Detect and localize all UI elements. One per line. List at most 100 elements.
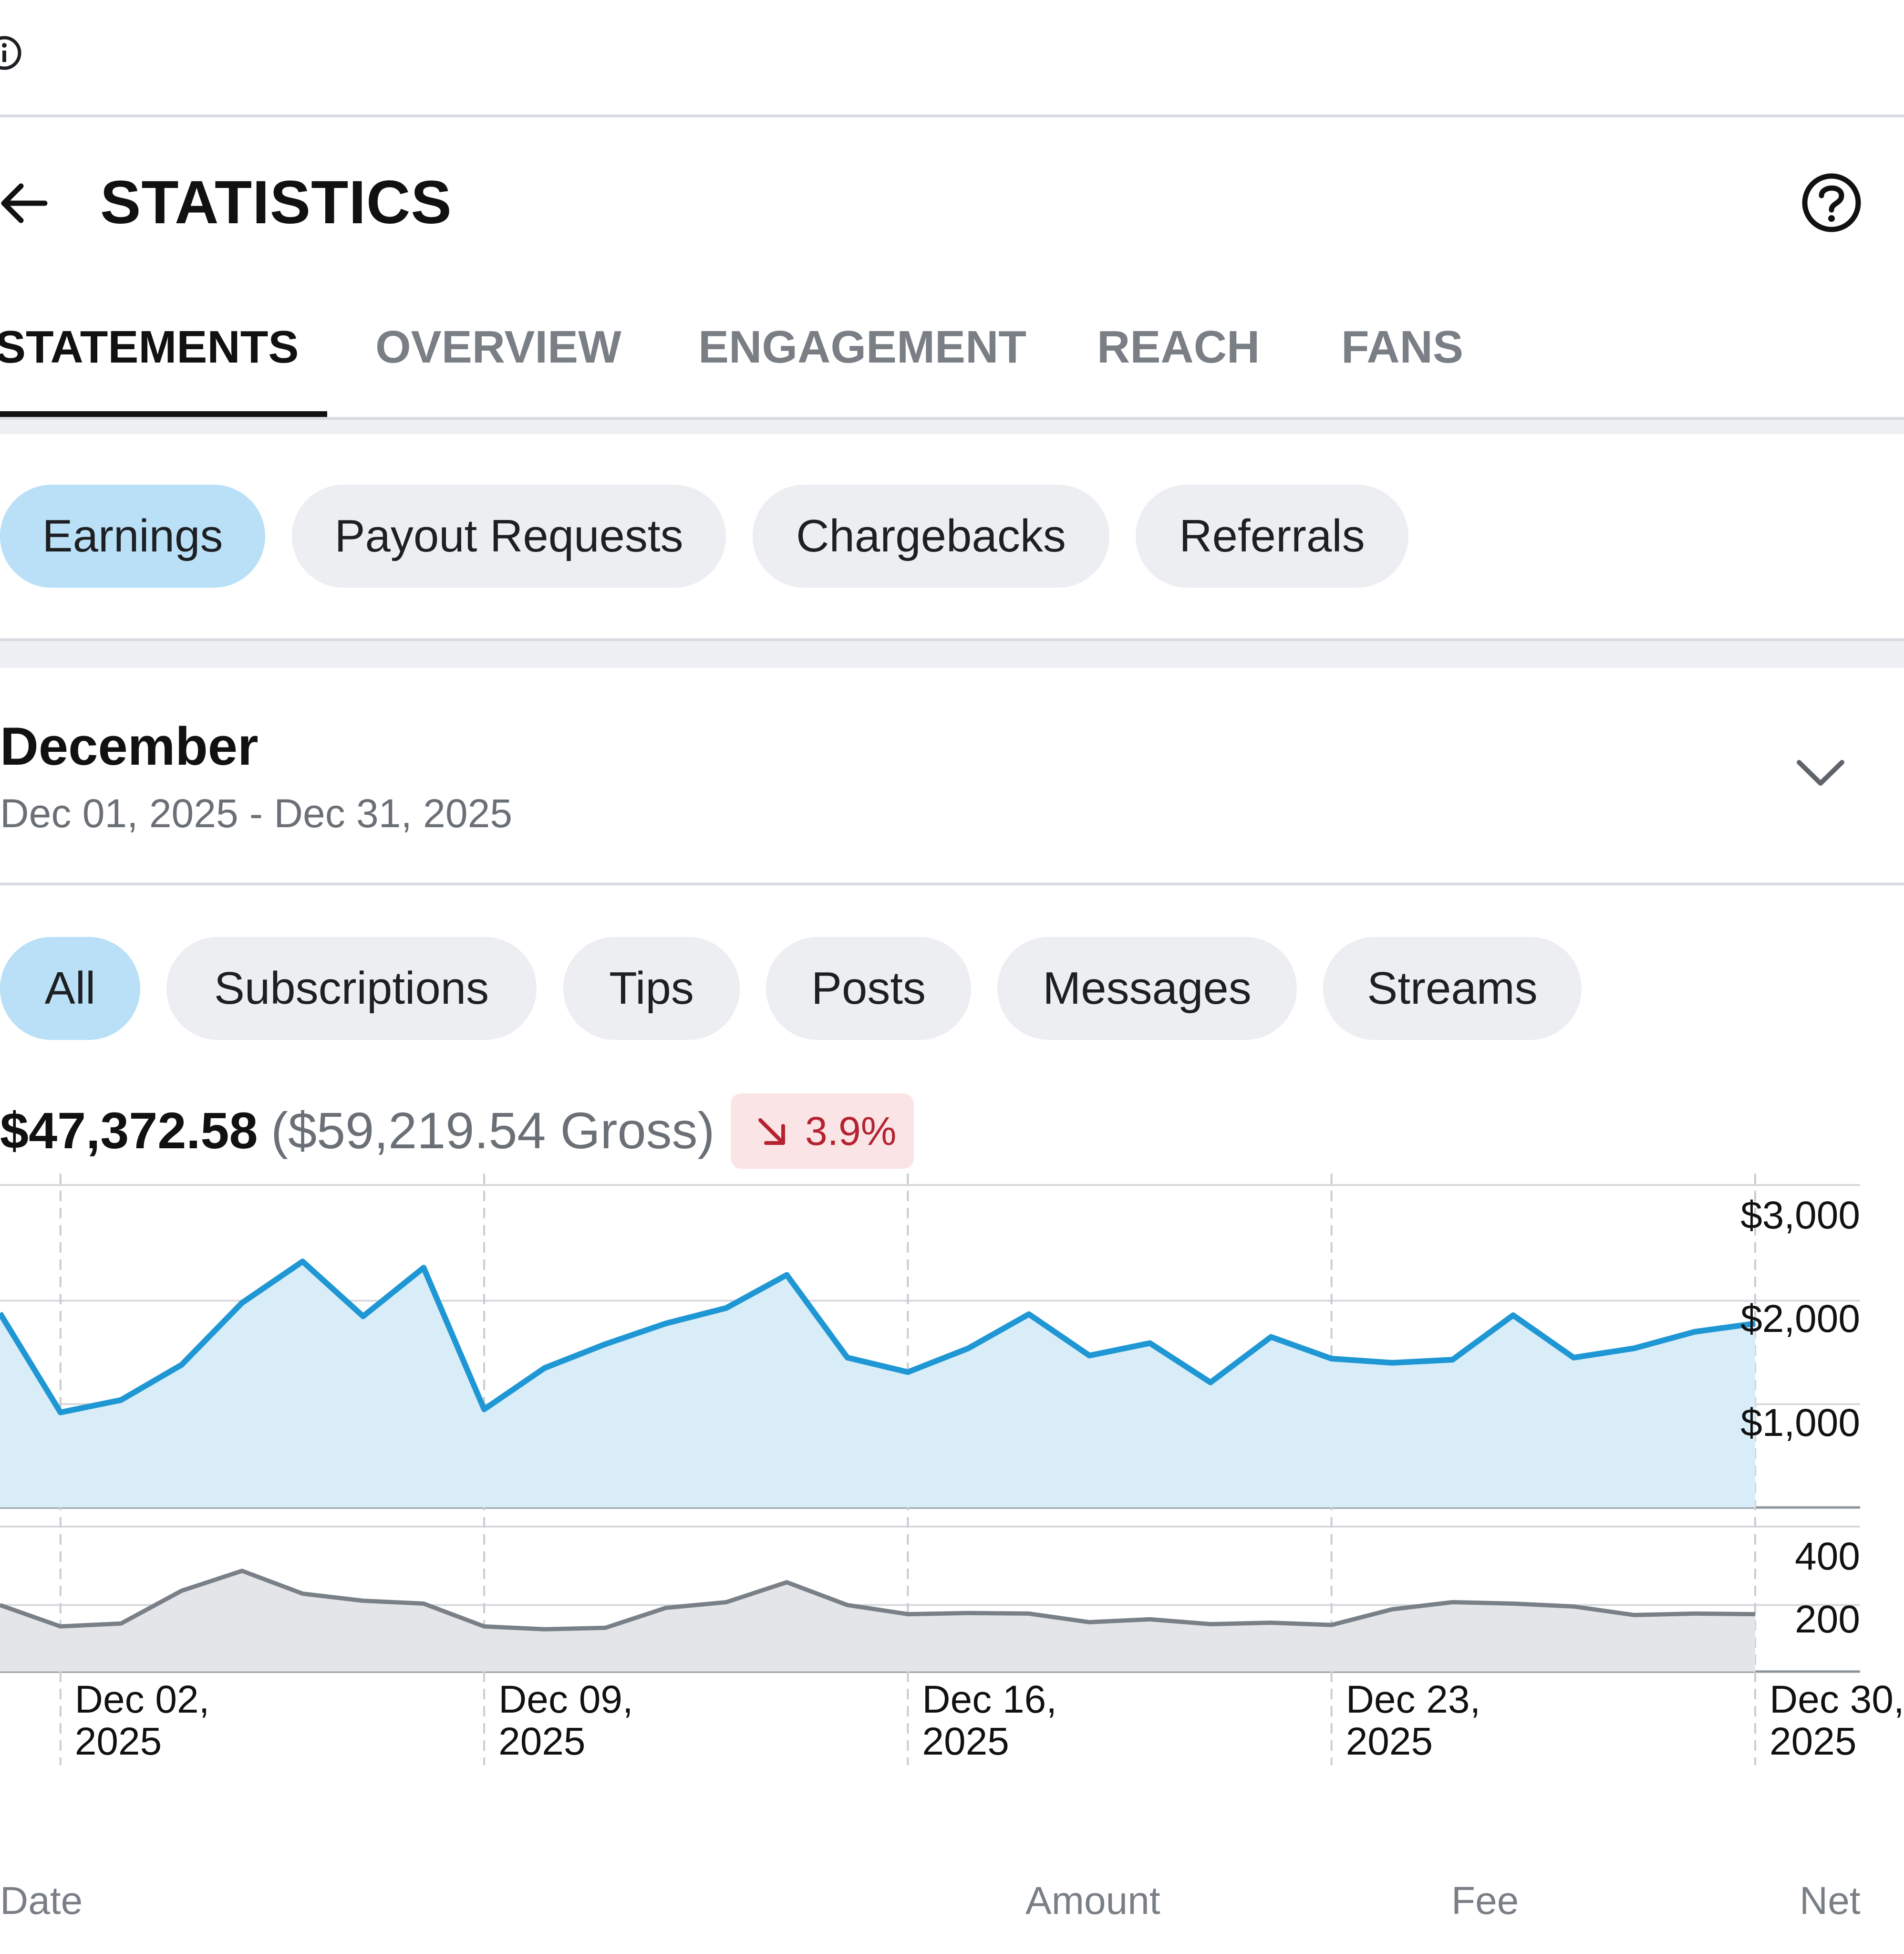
transactions-point[interactable]	[1331, 1624, 1332, 1626]
earnings-point[interactable]	[484, 1409, 485, 1410]
transactions-point[interactable]	[725, 1601, 727, 1603]
transactions-point[interactable]	[1755, 1613, 1756, 1615]
category-tips[interactable]: Tips	[563, 937, 740, 1040]
tab-reach[interactable]: REACH	[1097, 322, 1260, 373]
period-divider	[0, 883, 1904, 885]
earnings-point[interactable]	[120, 1399, 122, 1401]
net-earnings-total: $47,372.58	[0, 1102, 258, 1159]
earnings-point[interactable]	[60, 1412, 61, 1413]
x-tick-label: Dec 16,	[922, 1678, 1057, 1721]
earnings-point[interactable]	[1270, 1336, 1272, 1338]
page-title: STATISTICS	[100, 168, 452, 237]
transactions-point[interactable]	[786, 1581, 787, 1583]
x-tick-label-year: 2025	[75, 1720, 162, 1763]
pills-divider	[0, 638, 1904, 641]
transactions-point[interactable]	[544, 1629, 545, 1630]
category-posts[interactable]: Posts	[766, 937, 971, 1040]
x-tick-label: Dec 30,	[1769, 1678, 1904, 1721]
transactions-point[interactable]	[1089, 1621, 1090, 1623]
earnings-point[interactable]	[725, 1307, 727, 1309]
category-subscriptions[interactable]: Subscriptions	[166, 937, 537, 1040]
column-header-fee[interactable]: Fee	[1451, 1879, 1519, 1923]
transactions-point[interactable]	[1391, 1609, 1393, 1610]
y-tick-label: 200	[1795, 1598, 1860, 1641]
column-header-amount[interactable]: Amount	[1025, 1879, 1160, 1923]
chevron-down-icon[interactable]	[1794, 754, 1847, 792]
transactions-point[interactable]	[302, 1593, 303, 1594]
tab-fans[interactable]: FANS	[1341, 322, 1464, 373]
transactions-point[interactable]	[484, 1626, 485, 1627]
filter-earnings[interactable]: Earnings	[0, 485, 265, 588]
earnings-point[interactable]	[1694, 1331, 1696, 1332]
question-circle-icon[interactable]	[1801, 172, 1863, 234]
category-streams[interactable]: Streams	[1323, 937, 1582, 1040]
top-divider	[0, 114, 1904, 117]
earnings-point[interactable]	[847, 1357, 848, 1358]
period-title[interactable]: December	[0, 717, 259, 776]
category-messages[interactable]: Messages	[997, 937, 1297, 1040]
x-tick-label-year: 2025	[922, 1720, 1009, 1763]
earnings-point[interactable]	[1089, 1355, 1090, 1356]
section-gap	[0, 641, 1904, 668]
tab-overview[interactable]: OVERVIEW	[375, 322, 621, 373]
transactions-point[interactable]	[907, 1613, 909, 1615]
tabs-divider	[0, 417, 1904, 420]
transactions-area	[0, 1570, 1755, 1672]
transactions-point[interactable]	[665, 1607, 666, 1609]
arrow-left-icon[interactable]	[0, 177, 51, 230]
transactions-point[interactable]	[241, 1570, 243, 1571]
x-tick-label: Dec 09,	[498, 1678, 633, 1721]
transactions-point[interactable]	[1028, 1613, 1030, 1614]
transactions-point[interactable]	[1452, 1601, 1453, 1603]
transactions-point[interactable]	[423, 1603, 424, 1604]
earnings-point[interactable]	[423, 1267, 424, 1268]
earnings-point[interactable]	[1512, 1315, 1514, 1316]
earnings-point[interactable]	[1755, 1323, 1756, 1324]
earnings-point[interactable]	[665, 1323, 666, 1324]
filter-chargebacks[interactable]: Chargebacks	[753, 485, 1109, 588]
earnings-point[interactable]	[362, 1316, 364, 1317]
transactions-point[interactable]	[181, 1590, 182, 1591]
earnings-point[interactable]	[1149, 1342, 1150, 1344]
earnings-point[interactable]	[1028, 1313, 1030, 1315]
filter-payout-requests[interactable]: Payout Requests	[292, 485, 726, 588]
earnings-point[interactable]	[241, 1302, 243, 1303]
transactions-point[interactable]	[1270, 1622, 1272, 1623]
earnings-point[interactable]	[302, 1261, 303, 1262]
y-tick-label: 400	[1795, 1535, 1860, 1578]
earnings-point[interactable]	[1331, 1358, 1332, 1359]
change-badge: 3.9%	[731, 1093, 914, 1169]
earnings-point[interactable]	[968, 1348, 969, 1349]
tab-statements[interactable]: STATEMENTS	[0, 322, 299, 373]
transactions-point[interactable]	[1210, 1623, 1211, 1625]
tab-engagement[interactable]: ENGAGEMENT	[698, 322, 1027, 373]
earnings-point[interactable]	[181, 1364, 182, 1365]
filter-referrals[interactable]: Referrals	[1136, 485, 1408, 588]
earnings-point[interactable]	[604, 1343, 606, 1345]
column-header-net[interactable]: Net	[1800, 1879, 1861, 1923]
column-header-date[interactable]: Date	[0, 1879, 83, 1923]
earnings-area	[0, 1261, 1755, 1507]
info-icon[interactable]	[0, 34, 23, 72]
earnings-point[interactable]	[544, 1367, 545, 1369]
earnings-point[interactable]	[1210, 1382, 1211, 1383]
transactions-line	[0, 1569, 1756, 1632]
transactions-point[interactable]	[847, 1604, 848, 1606]
x-tick-label: Dec 23,	[1346, 1678, 1481, 1721]
transactions-point[interactable]	[1149, 1619, 1150, 1620]
category-all[interactable]: All	[0, 937, 140, 1040]
earnings-point[interactable]	[1452, 1359, 1453, 1361]
earnings-point[interactable]	[1391, 1362, 1393, 1363]
transactions-point[interactable]	[1694, 1613, 1696, 1614]
transactions-point[interactable]	[1634, 1614, 1635, 1616]
transactions-point[interactable]	[120, 1623, 122, 1624]
transactions-point[interactable]	[1512, 1603, 1514, 1604]
transactions-point[interactable]	[604, 1627, 606, 1629]
earnings-point[interactable]	[1573, 1357, 1574, 1358]
transactions-point[interactable]	[60, 1626, 61, 1627]
earnings-point[interactable]	[1634, 1348, 1635, 1349]
earnings-point[interactable]	[786, 1274, 787, 1276]
transactions-point[interactable]	[1573, 1606, 1574, 1607]
transactions-point[interactable]	[968, 1612, 969, 1614]
